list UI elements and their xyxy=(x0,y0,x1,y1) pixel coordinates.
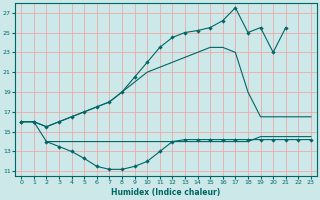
X-axis label: Humidex (Indice chaleur): Humidex (Indice chaleur) xyxy=(111,188,221,197)
